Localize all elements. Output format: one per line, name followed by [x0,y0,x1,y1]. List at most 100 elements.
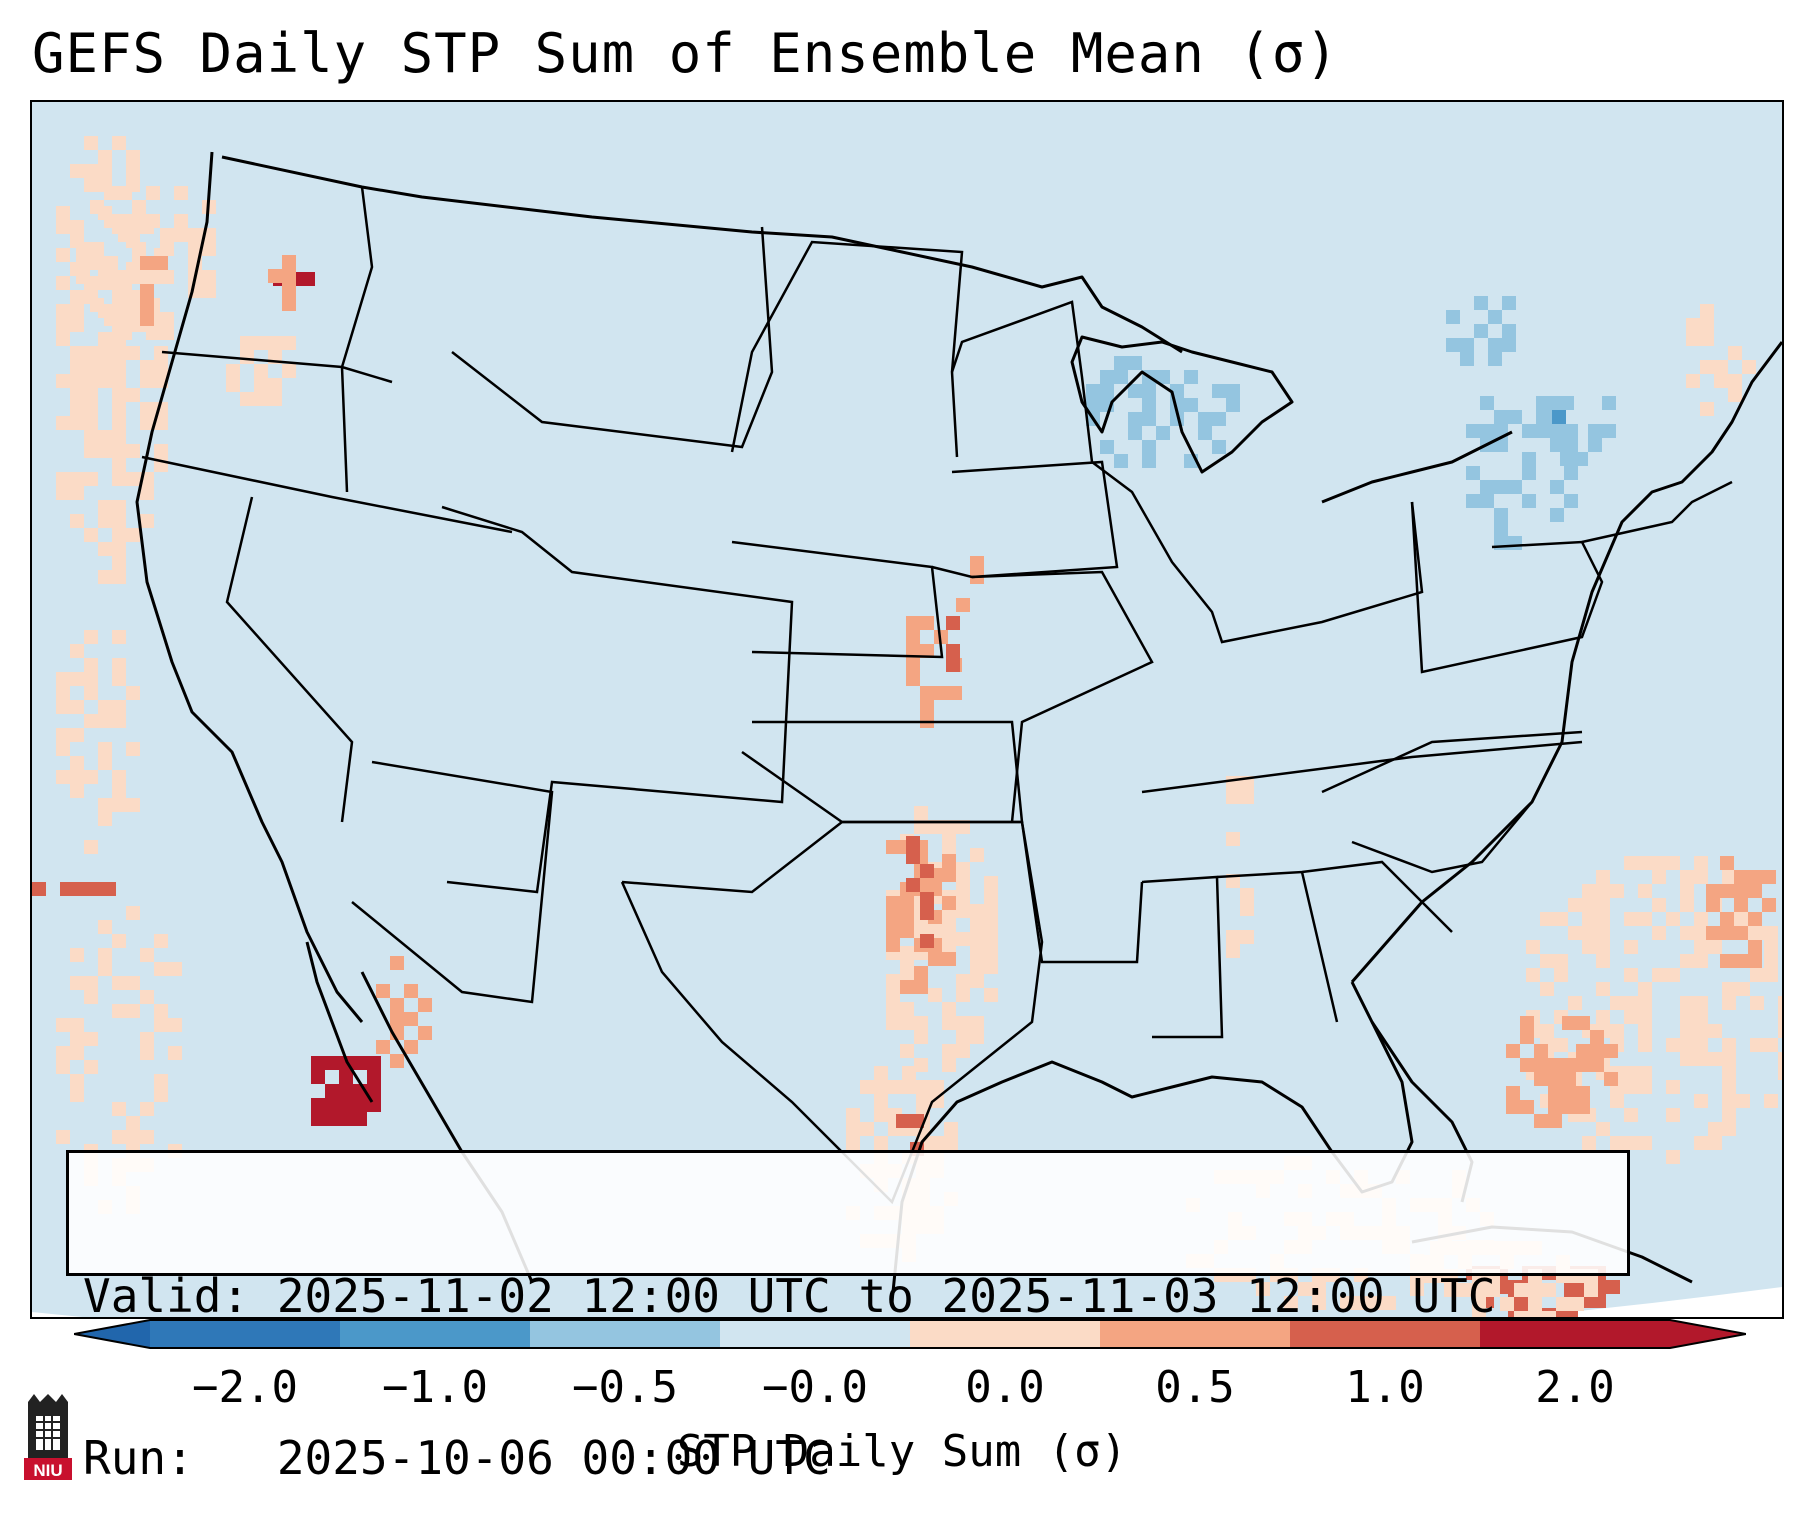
border-us-canada [221,155,1183,354]
anomaly-cell [1534,1044,1548,1058]
anomaly-cell [942,1044,956,1058]
anomaly-cell [970,556,984,570]
anomaly-cell [860,1080,874,1094]
state-line-ne-ks [731,540,944,659]
anomaly-cell [390,1054,404,1068]
anomaly-cell [942,896,956,910]
anomaly-cell [1706,884,1720,898]
anomaly-cell [112,514,126,528]
anomaly-cell [1508,480,1522,494]
anomaly-cell [1778,1010,1782,1024]
anomaly-cell [956,1030,970,1044]
anomaly-cell [112,658,126,672]
anomaly-cell [154,934,168,948]
anomaly-cell [1720,912,1734,926]
anomaly-cell [154,1088,168,1102]
anomaly-cell [946,658,960,672]
anomaly-cell [1226,944,1240,958]
anomaly-cell [900,960,914,974]
anomaly-cell [1568,996,1582,1010]
anomaly-cell [70,388,84,402]
anomaly-cell [984,918,998,932]
anomaly-cell [1354,1296,1368,1310]
anomaly-cell [311,1056,325,1070]
anomaly-cell [140,1102,154,1116]
anomaly-cell [886,1002,900,1016]
state-line-ar-la [1020,821,1144,964]
anomaly-cell [70,514,84,528]
colorbar-tick-label: −0.5 [572,1362,678,1413]
anomaly-cell [1686,332,1700,346]
anomaly-cell [944,1122,958,1136]
anomaly-cell [1582,1136,1596,1150]
anomaly-cell [1534,1114,1548,1128]
anomaly-cell [126,742,140,756]
anomaly-cell [942,854,956,868]
anomaly-cell [84,528,98,542]
anomaly-cell [98,150,112,164]
anomaly-cell [1494,410,1508,424]
colorbar-segment [150,1320,341,1348]
anomaly-cell [906,836,920,850]
anomaly-cell [1638,1038,1652,1052]
anomaly-cell [942,834,956,848]
anomaly-cell [311,1070,325,1084]
anomaly-cell [1446,310,1460,324]
anomaly-cell [1472,1283,1486,1297]
anomaly-cell [956,862,970,876]
anomaly-cell [1680,898,1694,912]
anomaly-cell [1742,360,1756,374]
anomaly-cell [140,514,154,528]
anomaly-cell [282,336,296,350]
anomaly-cell [1554,1038,1568,1052]
anomaly-cell [1212,412,1226,426]
anomaly-cell [70,486,84,500]
anomaly-cell [1706,898,1720,912]
anomaly-cell [112,934,126,948]
anomaly-cell [146,270,160,284]
logo-text: NIU [33,1461,62,1480]
anomaly-cell [1212,440,1226,454]
anomaly-cell [311,1112,325,1126]
anomaly-cell [1722,1066,1736,1080]
anomaly-cell [102,882,116,896]
anomaly-cell [942,918,956,932]
anomaly-cell [98,948,112,962]
anomaly-cell [98,444,112,458]
anomaly-cell [70,304,84,318]
anomaly-cell [920,644,934,658]
anomaly-cell [1562,1072,1576,1086]
anomaly-cell [1528,1297,1542,1311]
anomaly-cell [254,364,268,378]
anomaly-cell [390,998,404,1012]
anomaly-cell [1762,898,1776,912]
anomaly-cell [126,472,140,486]
anomaly-cell [1666,1080,1680,1094]
anomaly-cell [112,672,126,686]
anomaly-cell [1722,1122,1736,1136]
anomaly-cell [1542,1311,1556,1317]
anomaly-cell [56,220,70,234]
colorbar-tick-label: −2.0 [192,1362,298,1413]
anomaly-cell [1540,982,1554,996]
colorbar-tick-label: −0.0 [762,1362,868,1413]
anomaly-cell [126,346,140,360]
anomaly-cell [112,784,126,798]
anomaly-cell [1680,996,1694,1010]
anomaly-cell [1568,898,1582,912]
anomaly-cell [886,896,900,910]
anomaly-cell [1312,1282,1326,1296]
anomaly-cell [1480,424,1494,438]
anomaly-cell [1156,426,1170,440]
anomaly-cell [944,1136,958,1150]
anomaly-cell [140,1046,154,1060]
anomaly-cell [1694,1094,1708,1108]
anomaly-cell [1728,374,1742,388]
run-time: Run: 2025-10-06 00:00 UTC [83,1431,831,1485]
colorbar-segment [530,1320,721,1348]
anomaly-cell [1226,384,1240,398]
anomaly-cell [1736,912,1750,926]
anomaly-cell [906,644,920,658]
anomaly-cell [886,910,900,924]
anomaly-cell [84,416,98,430]
